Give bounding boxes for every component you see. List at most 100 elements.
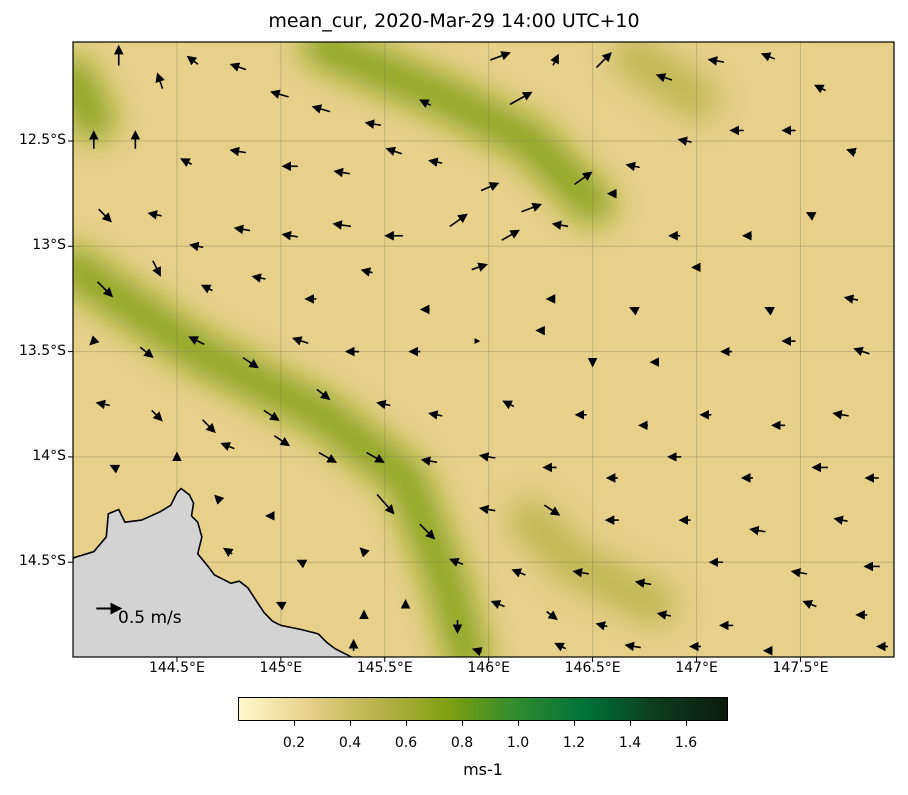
current-vector (790, 567, 808, 578)
current-vector (147, 210, 162, 220)
current-vector (595, 621, 608, 631)
colorbar-tick-label: 1.6 (674, 735, 698, 751)
reference-arrow-label: 0.5 m/s (118, 608, 182, 628)
plot-frame (72, 41, 895, 658)
colorbar-tick (574, 721, 575, 726)
colorbar-tick-label: 0.6 (394, 735, 418, 751)
current-vector (200, 284, 213, 294)
current-vector (521, 202, 543, 213)
current-vector (214, 494, 225, 505)
lat-tick-label: 14°S (32, 447, 66, 464)
colorbar-tick-label: 1.2 (562, 735, 586, 751)
colorbar-tick (686, 721, 687, 726)
current-vector (180, 158, 193, 168)
current-vector (419, 523, 436, 540)
current-vector (229, 146, 247, 157)
colorbar-unit-label: ms-1 (463, 760, 503, 779)
current-vector (242, 357, 259, 369)
lon-tick-label: 146°E (467, 660, 510, 676)
current-vector (813, 84, 827, 94)
current-vector (275, 601, 287, 611)
colorbar-tick-label: 0.2 (282, 735, 306, 751)
land-mass (73, 487, 353, 657)
current-vector (229, 62, 247, 72)
current-vector (376, 399, 391, 410)
current-vector (707, 56, 725, 66)
current-vector (480, 182, 500, 192)
current-vector (359, 547, 370, 558)
current-vector (189, 241, 204, 252)
current-vector (471, 647, 483, 657)
current-vector (420, 456, 438, 466)
current-vector (550, 53, 559, 66)
current-vector (220, 442, 235, 452)
colorbar-tick (630, 721, 631, 726)
lat-tick-label: 14.5°S (18, 553, 66, 570)
current-vector (551, 220, 569, 230)
current-vector (428, 157, 443, 167)
current-vector (385, 146, 403, 156)
lon-tick-label: 144.5°E (148, 660, 205, 676)
colorbar (238, 697, 728, 721)
colorbar-tick (350, 721, 351, 726)
lon-tick-label: 147.5°E (772, 660, 829, 676)
current-speed-field (73, 42, 718, 657)
current-vector (478, 504, 496, 515)
axis-ticks (68, 140, 801, 662)
current-vector (296, 559, 308, 569)
current-vector (333, 167, 350, 178)
current-vector (544, 504, 561, 516)
current-vector (832, 410, 849, 420)
current-vector (677, 136, 692, 146)
colorbar-tick-label: 0.4 (338, 735, 362, 751)
current-vector (449, 557, 464, 567)
current-vector (490, 600, 505, 609)
colorbar-tick (294, 721, 295, 726)
speed-band-2 (73, 56, 115, 141)
current-vector (109, 464, 121, 474)
colorbar-tick-label: 1.0 (506, 735, 530, 751)
current-vector (595, 52, 612, 69)
current-vector (419, 99, 432, 109)
lon-tick-label: 145°E (259, 660, 303, 676)
current-vector (364, 119, 382, 129)
current-vector (95, 399, 110, 410)
current-vector (311, 104, 331, 114)
current-vector (574, 171, 593, 186)
lon-tick-label: 145.5°E (356, 660, 413, 676)
current-vector (97, 281, 114, 298)
current-vector (843, 294, 859, 304)
current-vector (760, 52, 776, 62)
current-vector (332, 220, 352, 230)
current-vector (152, 260, 161, 277)
current-vector (151, 409, 163, 422)
current-vector (281, 230, 298, 241)
current-vector (89, 335, 100, 346)
gridlines (73, 42, 894, 657)
current-vector (511, 568, 526, 578)
colorbar-tick (462, 721, 463, 726)
lat-tick-label: 13°S (32, 237, 66, 254)
current-vector (749, 525, 766, 536)
current-vector (846, 147, 857, 157)
current-vector (233, 224, 251, 235)
current-vector (186, 55, 199, 66)
current-vector (366, 451, 385, 463)
colorbar-tick (518, 721, 519, 726)
speed-band-0 (73, 246, 489, 657)
lat-tick-label: 13.5°S (18, 342, 66, 359)
current-vector (291, 336, 309, 346)
current-vectors (88, 44, 889, 657)
current-vector (509, 91, 533, 106)
current-vector (318, 451, 338, 463)
current-vector (222, 547, 234, 558)
current-vector (471, 262, 488, 272)
current-vector (490, 51, 511, 61)
current-vector (502, 400, 515, 410)
current-vector (501, 229, 520, 241)
current-vector (634, 578, 652, 588)
current-vector (833, 515, 848, 525)
current-vector (853, 346, 870, 356)
current-vector (554, 642, 567, 652)
